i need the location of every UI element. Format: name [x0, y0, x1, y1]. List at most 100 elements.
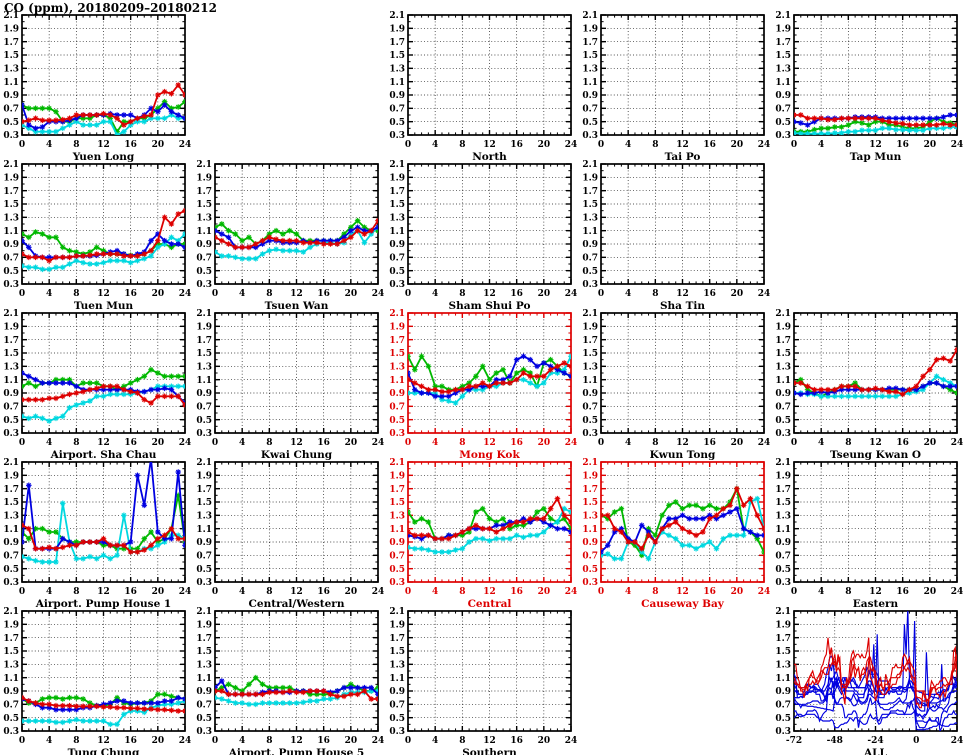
- y-tick-label: 1.5: [775, 647, 791, 657]
- x-tick-label: 20: [152, 736, 165, 746]
- x-tick-label: 20: [538, 438, 551, 448]
- y-tick-label: 0.5: [196, 565, 212, 575]
- plot-frame: [793, 461, 958, 583]
- y-tick-label: 0.9: [196, 389, 212, 399]
- series-red-markers: [22, 207, 185, 264]
- x-tick-label: 0: [19, 438, 25, 448]
- y-tick-label: 1.9: [3, 472, 19, 482]
- x-tick-label: 0: [405, 289, 411, 299]
- y-tick-label: 1.9: [775, 472, 791, 482]
- x-tick-label: 12: [290, 289, 303, 299]
- x-tick-label: 4: [46, 736, 52, 746]
- y-tick-label: 0.3: [3, 280, 19, 290]
- x-tick-label: 16: [703, 140, 716, 150]
- plot-title: Airport. Pump House 1: [35, 598, 171, 610]
- y-tick-label: 0.7: [196, 403, 212, 413]
- y-tick-label: 2.1: [775, 309, 791, 319]
- y-tick-label: 0.9: [196, 240, 212, 250]
- x-tick-label: 4: [625, 140, 631, 150]
- series-red-markers: [408, 495, 571, 542]
- series-red-markers: [22, 383, 185, 408]
- x-tick-label: -72: [786, 736, 802, 746]
- x-tick-label: 4: [625, 289, 631, 299]
- x-tick-label: 8: [459, 736, 465, 746]
- plot-central: 0.3 0.5 0.7 0.9 1.1 1.3 1.5 1.7 1.9 2.1 0 4 8 12 16 20 2…: [389, 458, 577, 610]
- y-tick-label: 0.7: [582, 403, 598, 413]
- y-tick-label: 1.9: [582, 472, 598, 482]
- x-tick-label: 0: [405, 587, 411, 597]
- y-tick-label: 2.1: [582, 458, 598, 468]
- x-tick-label: 24: [372, 736, 385, 746]
- x-tick-label: 0: [598, 289, 604, 299]
- y-tick-label: 1.3: [582, 65, 598, 75]
- x-tick-label: 4: [46, 289, 52, 299]
- x-tick-label: 20: [731, 438, 744, 448]
- y-tick-label: 1.5: [3, 200, 19, 210]
- y-tick-label: 2.1: [582, 160, 598, 170]
- y-tick-label: 0.3: [196, 727, 212, 737]
- y-tick-label: 0.9: [775, 91, 791, 101]
- y-tick-label: 0.5: [196, 267, 212, 277]
- x-tick-label: 8: [652, 438, 658, 448]
- plot-title: Yuen Long: [72, 151, 135, 163]
- y-tick-label: 1.5: [582, 51, 598, 61]
- plot-title: Tap Mun: [850, 151, 902, 163]
- y-tick-label: 1.9: [196, 621, 212, 631]
- y-tick-label: 0.7: [389, 105, 405, 115]
- y-tick-label: 0.7: [389, 254, 405, 264]
- y-tick-label: 0.3: [389, 727, 405, 737]
- x-tick-label: 8: [652, 587, 658, 597]
- y-tick-label: 1.3: [389, 65, 405, 75]
- plot-central-western: 0.3 0.5 0.7 0.9 1.1 1.3 1.5 1.7 1.9 2.1 0 4 8 12 16 20 2…: [196, 458, 384, 610]
- x-tick-label: 8: [459, 140, 465, 150]
- y-tick-label: 0.5: [389, 118, 405, 128]
- y-tick-label: 1.1: [389, 227, 405, 237]
- x-tick-label: 12: [97, 140, 110, 150]
- plot-title: Central/Western: [249, 598, 345, 610]
- y-tick-label: 0.9: [775, 687, 791, 697]
- y-tick-label: 1.5: [3, 51, 19, 61]
- x-tick-label: 16: [317, 736, 330, 746]
- series-area: [22, 207, 185, 273]
- plot-kwai-chung: 0.3 0.5 0.7 0.9 1.1 1.3 1.5 1.7 1.9 2.1 0 4 8 12 16 20 2…: [196, 309, 384, 461]
- y-tick-label: 2.1: [775, 11, 791, 21]
- plot-tai-po: 0.3 0.5 0.7 0.9 1.1 1.3 1.5 1.7 1.9 2.1 0 4 8 12 16 20 2…: [582, 11, 770, 163]
- x-tick-label: 4: [432, 438, 438, 448]
- x-tick-label: 20: [152, 587, 165, 597]
- x-tick-label: 0: [212, 587, 218, 597]
- y-tick-label: 0.7: [3, 254, 19, 264]
- x-tick-label: 12: [676, 289, 689, 299]
- x-tick-label: 16: [124, 438, 137, 448]
- y-tick-label: 0.5: [389, 565, 405, 575]
- y-tick-label: 1.7: [3, 336, 19, 346]
- y-tick-label: 1.7: [582, 38, 598, 48]
- y-tick-label: 1.1: [389, 78, 405, 88]
- x-tick-label: 0: [405, 438, 411, 448]
- all-series-tap-mun: [794, 709, 957, 731]
- x-tick-label: 12: [676, 140, 689, 150]
- x-tick-label: 8: [652, 140, 658, 150]
- y-tick-label: 1.7: [389, 187, 405, 197]
- x-tick-label: 16: [124, 736, 137, 746]
- y-tick-label: 1.9: [196, 174, 212, 184]
- y-tick-label: 1.3: [3, 661, 19, 671]
- x-tick-label: 20: [152, 289, 165, 299]
- x-tick-label: 16: [896, 587, 909, 597]
- y-tick-label: 1.7: [389, 336, 405, 346]
- plot-title: Tseung Kwan O: [830, 449, 921, 461]
- x-tick-label: 0: [791, 140, 797, 150]
- plot-frame: [600, 14, 765, 136]
- y-tick-label: 1.3: [582, 363, 598, 373]
- plot-sha-tin: 0.3 0.5 0.7 0.9 1.1 1.3 1.5 1.7 1.9 2.1 0 4 8 12 16 20 2…: [582, 160, 770, 312]
- y-tick-label: 1.1: [389, 376, 405, 386]
- x-tick-label: 24: [758, 289, 771, 299]
- y-tick-label: 1.5: [389, 349, 405, 359]
- x-tick-label: 0: [19, 587, 25, 597]
- plot-frame: [214, 312, 379, 434]
- y-tick-label: 0.3: [3, 578, 19, 588]
- plot-title: Airport. Pump House 5: [228, 747, 364, 755]
- y-tick-label: 1.7: [196, 485, 212, 495]
- y-tick-label: 0.9: [3, 389, 19, 399]
- x-tick-label: 20: [924, 140, 937, 150]
- plot-frame: [600, 312, 765, 434]
